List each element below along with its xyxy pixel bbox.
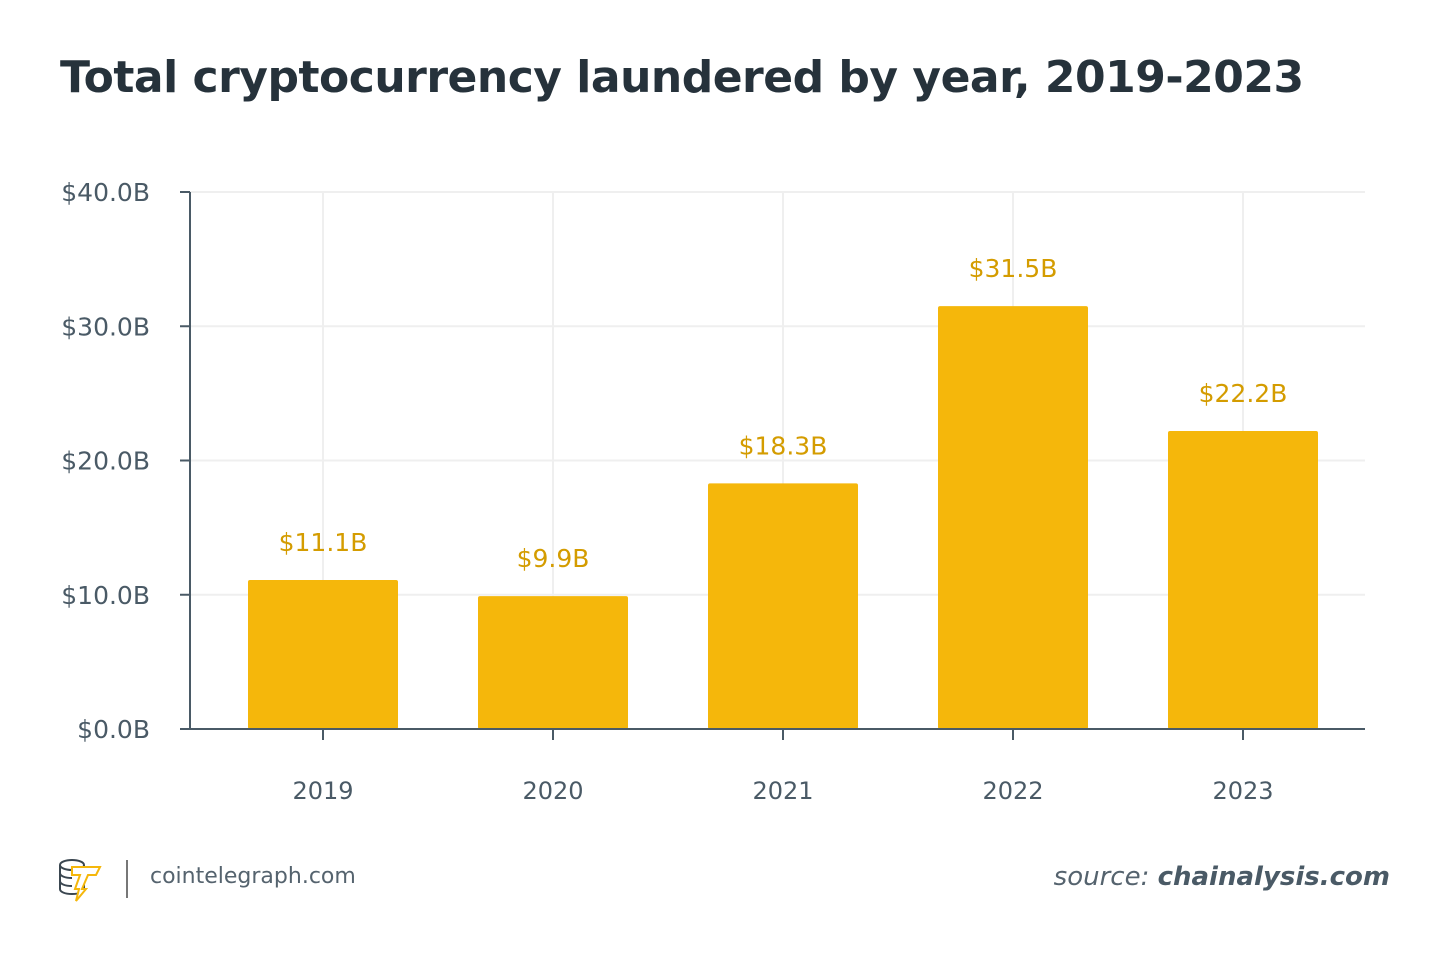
x-tick-label: 2020 <box>522 777 583 805</box>
chart-title: Total cryptocurrency laundered by year, … <box>60 52 1304 103</box>
source-name: chainalysis.com <box>1157 862 1390 892</box>
x-tick-label: 2021 <box>752 777 813 805</box>
y-tick-label: $40.0B <box>61 178 150 207</box>
x-tick-label: 2023 <box>1212 777 1273 805</box>
y-tick-label: $10.0B <box>61 581 150 610</box>
data-label: $18.3B <box>739 431 828 460</box>
y-tick-label: $20.0B <box>61 447 150 476</box>
bar-2019 <box>248 579 398 729</box>
data-label: $9.9B <box>517 544 590 573</box>
x-tick-label: 2022 <box>982 777 1043 805</box>
y-tick-label: $30.0B <box>61 312 150 341</box>
bar-2020 <box>478 596 628 729</box>
footer-divider <box>126 860 128 898</box>
cointelegraph-logo-icon <box>59 859 102 902</box>
data-label: $11.1B <box>279 528 368 557</box>
source-credit: source: chainalysis.com <box>1054 862 1390 892</box>
x-tick-label: 2019 <box>292 777 353 805</box>
bar-2021 <box>708 483 858 729</box>
bar-2022 <box>938 306 1088 729</box>
source-prefix: source: <box>1053 862 1150 892</box>
data-label: $31.5B <box>969 254 1058 283</box>
data-label: $22.2B <box>1199 379 1288 408</box>
bar-2023 <box>1168 430 1318 729</box>
y-tick-label: $0.0B <box>77 715 150 744</box>
brand-url: cointelegraph.com <box>150 864 356 889</box>
